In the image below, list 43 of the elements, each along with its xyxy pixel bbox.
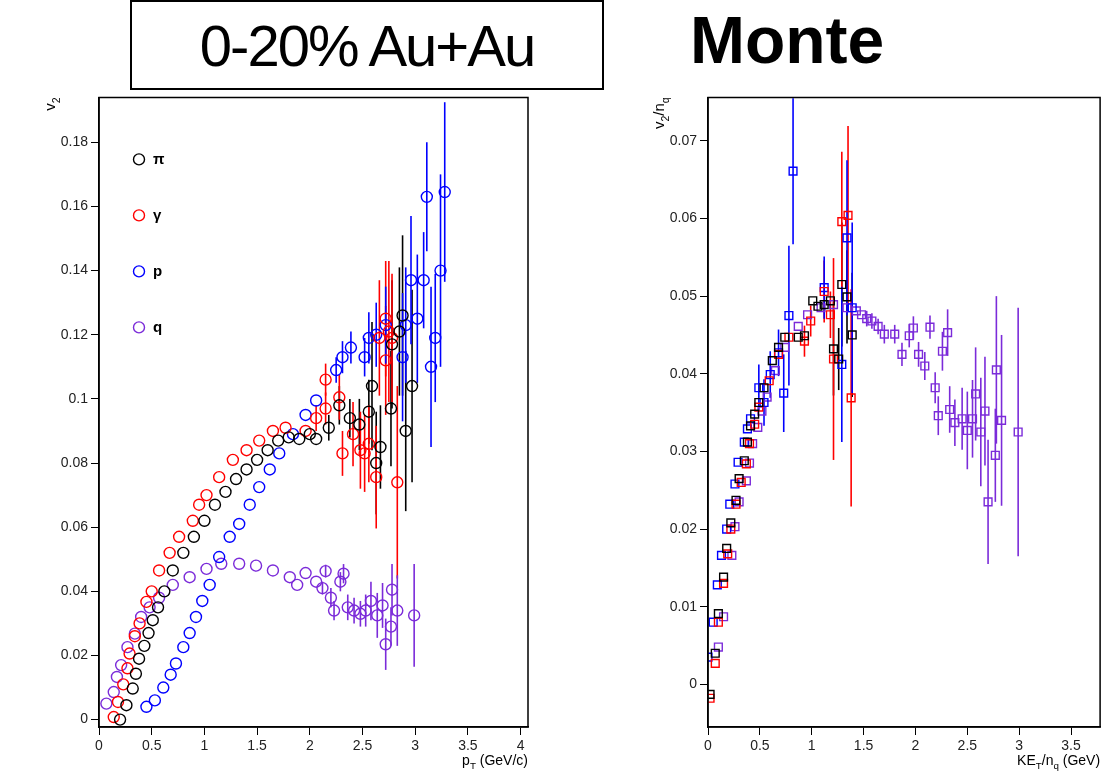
x-tick-label: 2 — [911, 737, 920, 754]
y-tick-label: 0.1 — [68, 389, 89, 406]
x-tick-label: 3 — [1015, 737, 1024, 754]
y-tick-label: 0.06 — [669, 209, 698, 226]
y-tick-label: 0.02 — [669, 519, 698, 536]
y-tick-label: 0 — [80, 710, 89, 727]
chart-title: Monte — [690, 2, 886, 79]
legend-label: q — [153, 317, 163, 335]
x-tick-label: 1 — [807, 737, 816, 754]
y-tick-label: 0.08 — [60, 453, 89, 470]
y-tick-label: 0.12 — [60, 325, 89, 342]
x-tick-label: 0.5 — [750, 737, 770, 754]
x-tick-label: 0 — [95, 737, 104, 754]
y-tick-label: 0.03 — [669, 442, 698, 459]
x-tick-label: 0.5 — [141, 737, 162, 754]
x-tick-label: 2.5 — [957, 737, 978, 754]
legend-label: γ — [153, 205, 162, 223]
y-tick-label: 0.04 — [669, 364, 698, 381]
y-tick-label: 0.18 — [60, 133, 89, 150]
x-tick-label: 3 — [411, 737, 420, 754]
y-tick-label: 0.04 — [60, 582, 89, 599]
x-tick-label: 3.5 — [1061, 737, 1081, 754]
y-axis-title: v2 — [41, 97, 62, 111]
x-tick-label: 1 — [200, 737, 209, 754]
x-tick-label: 2 — [305, 737, 314, 754]
x-tick-label: 1.5 — [853, 737, 874, 754]
y-tick-label: 0.14 — [60, 261, 89, 278]
y-tick-label: 0.02 — [60, 646, 89, 663]
legend-label: p — [153, 261, 163, 279]
x-tick-label: 3.5 — [458, 737, 478, 754]
y-tick-label: 0.05 — [669, 287, 698, 303]
x-tick-label: 1.5 — [247, 737, 268, 754]
y-tick-label: 0.06 — [60, 518, 89, 535]
y-tick-label: 0.16 — [60, 197, 89, 214]
legend-label: π — [153, 149, 165, 167]
x-tick-label: 0 — [704, 737, 713, 754]
y-tick-label: 0 — [689, 675, 698, 692]
x-tick-label: 2.5 — [352, 737, 373, 754]
y-axis-title: v2/nq — [650, 97, 671, 130]
chart-title: 0-20% Au+Au — [130, 0, 604, 90]
x-tick-label: 4 — [516, 737, 525, 754]
y-tick-label: 0.07 — [669, 131, 698, 148]
y-tick-label: 0.01 — [669, 597, 698, 614]
